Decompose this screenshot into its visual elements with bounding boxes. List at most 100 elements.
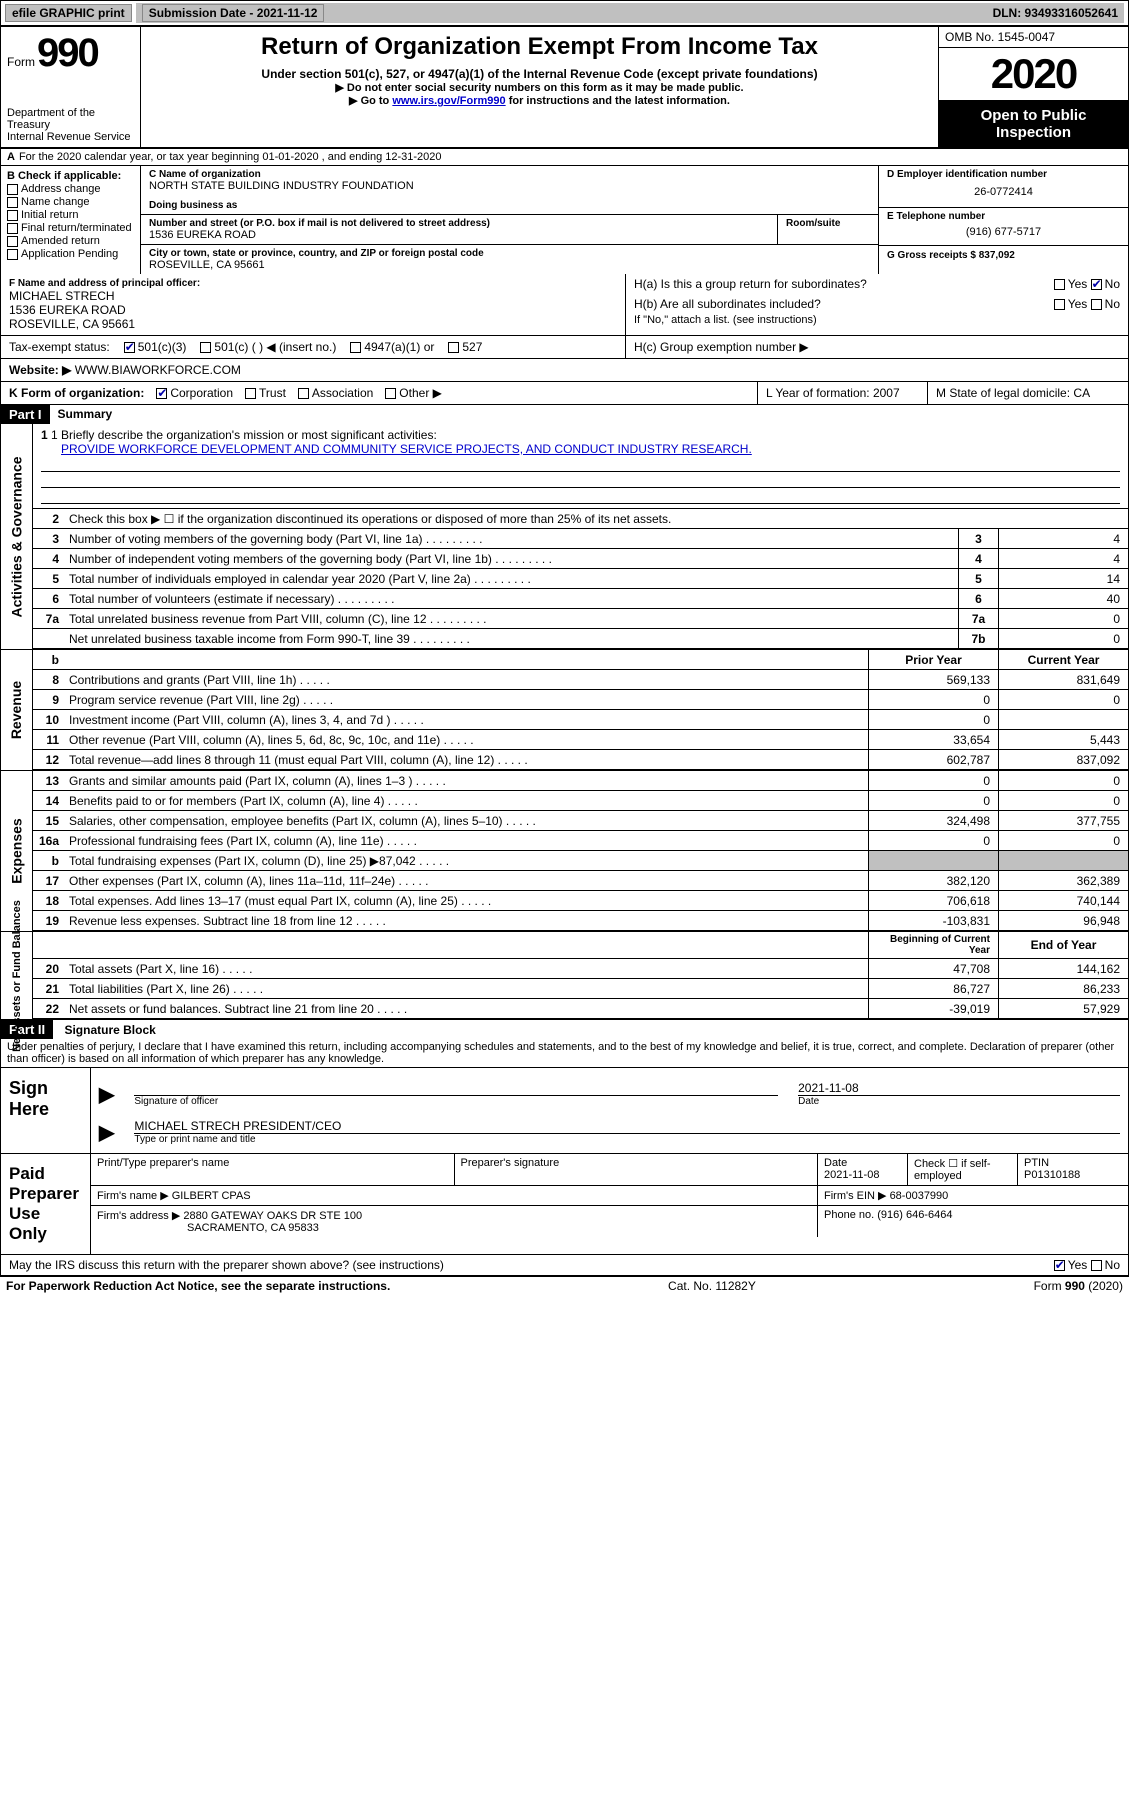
subtitle: Under section 501(c), 527, or 4947(a)(1)… bbox=[149, 67, 930, 81]
header-row: Form 990 Department of the TreasuryInter… bbox=[1, 27, 1128, 149]
block-h: H(a) Is this a group return for subordin… bbox=[626, 274, 1128, 335]
sidebar-netassets: Net Assets or Fund Balances bbox=[1, 932, 33, 1019]
paid-preparer-row: PaidPreparerUse Only Print/Type preparer… bbox=[1, 1154, 1128, 1255]
officer-print-name: MICHAEL STRECH PRESIDENT/CEO bbox=[134, 1119, 1120, 1134]
line-17: 17 Other expenses (Part IX, column (A), … bbox=[33, 871, 1128, 891]
arrow-icon: ▶ bbox=[99, 1082, 114, 1107]
part1-header: Part I Summary bbox=[1, 405, 1128, 424]
sign-here-label: SignHere bbox=[1, 1068, 91, 1153]
dept-text: Department of the TreasuryInternal Reven… bbox=[7, 107, 134, 143]
revenue-section: Revenue b Prior Year Current Year 8 Cont… bbox=[1, 650, 1128, 771]
efile-button[interactable]: efile GRAPHIC print bbox=[5, 4, 132, 22]
cb-pending[interactable]: Application Pending bbox=[7, 248, 134, 260]
line-22: 22 Net assets or fund balances. Subtract… bbox=[33, 999, 1128, 1019]
officer-name: MICHAEL STRECH bbox=[9, 289, 617, 303]
group-exemption: H(c) Group exemption number ▶ bbox=[626, 336, 1128, 358]
tax-exempt: Tax-exempt status: 501(c)(3) 501(c) ( ) … bbox=[1, 336, 626, 358]
discuss-row: May the IRS discuss this return with the… bbox=[1, 1255, 1128, 1276]
cb-final-return[interactable]: Final return/terminated bbox=[7, 222, 134, 234]
sidebar-revenue: Revenue bbox=[1, 650, 33, 770]
line-7a: 7a Total unrelated business revenue from… bbox=[33, 609, 1128, 629]
col-header-row: b Prior Year Current Year bbox=[33, 650, 1128, 670]
sidebar-governance: Activities & Governance bbox=[1, 424, 33, 649]
ein-value: 26-0772414 bbox=[887, 180, 1120, 204]
cb-address-change[interactable]: Address change bbox=[7, 183, 134, 195]
line-9: 9 Program service revenue (Part VIII, li… bbox=[33, 690, 1128, 710]
governance-section: Activities & Governance 1 1 Briefly desc… bbox=[1, 424, 1128, 650]
line-b: b Total fundraising expenses (Part IX, c… bbox=[33, 851, 1128, 871]
line-20: 20 Total assets (Part X, line 16) . . . … bbox=[33, 959, 1128, 979]
line-8: 8 Contributions and grants (Part VIII, l… bbox=[33, 670, 1128, 690]
dln: DLN: 93493316052641 bbox=[993, 6, 1118, 20]
phone-value: (916) 677-5717 bbox=[887, 222, 1120, 242]
topbar: efile GRAPHIC print Submission Date - 20… bbox=[0, 0, 1129, 26]
right-column: D Employer identification number 26-0772… bbox=[878, 166, 1128, 274]
line-: Net unrelated business taxable income fr… bbox=[33, 629, 1128, 649]
section-b: B Check if applicable: Address change Na… bbox=[1, 166, 1128, 274]
cb-amended[interactable]: Amended return bbox=[7, 235, 134, 247]
arrow-icon: ▶ bbox=[99, 1120, 114, 1145]
line-14: 14 Benefits paid to or for members (Part… bbox=[33, 791, 1128, 811]
address-row: Number and street (or P.O. box if mail i… bbox=[141, 215, 878, 245]
block-m: M State of legal domicile: CA bbox=[928, 382, 1128, 404]
submission-row: Submission Date - 2021-11-12 DLN: 934933… bbox=[136, 3, 1124, 23]
form-number: Form 990 bbox=[7, 31, 134, 76]
sign-here-row: SignHere ▶ Signature of officer 2021-11-… bbox=[1, 1068, 1128, 1154]
penalties-text: Under penalties of perjury, I declare th… bbox=[1, 1039, 1128, 1068]
checkbox-list: Address change Name change Initial retur… bbox=[7, 183, 134, 260]
website-url: WWW.BIAWORKFORCE.COM bbox=[75, 363, 241, 377]
year-box: 2020 bbox=[939, 48, 1128, 101]
netassets-section: Net Assets or Fund Balances Beginning of… bbox=[1, 932, 1128, 1020]
line-13: 13 Grants and similar amounts paid (Part… bbox=[33, 771, 1128, 791]
phone-box: E Telephone number (916) 677-5717 bbox=[879, 208, 1128, 246]
cb-name-change[interactable]: Name change bbox=[7, 196, 134, 208]
header-right: OMB No. 1545-0047 2020 Open to PublicIns… bbox=[938, 27, 1128, 147]
line-16a: 16a Professional fundraising fees (Part … bbox=[33, 831, 1128, 851]
line-11: 11 Other revenue (Part VIII, column (A),… bbox=[33, 730, 1128, 750]
line-18: 18 Total expenses. Add lines 13–17 (must… bbox=[33, 891, 1128, 911]
footer: For Paperwork Reduction Act Notice, see … bbox=[0, 1277, 1129, 1295]
block-b: B Check if applicable: Address change Na… bbox=[1, 166, 141, 274]
instruction-2: ▶ Go to www.irs.gov/Form990 for instruct… bbox=[149, 94, 930, 107]
form-container: Form 990 Department of the TreasuryInter… bbox=[0, 26, 1129, 1277]
line-21: 21 Total liabilities (Part X, line 26) .… bbox=[33, 979, 1128, 999]
city-state-zip: ROSEVILLE, CA 95661 bbox=[149, 259, 870, 271]
city-box: City or town, state or province, country… bbox=[141, 245, 878, 274]
header-left: Form 990 Department of the TreasuryInter… bbox=[1, 27, 141, 147]
line-12: 12 Total revenue—add lines 8 through 11 … bbox=[33, 750, 1128, 770]
block-l: L Year of formation: 2007 bbox=[758, 382, 928, 404]
block-k: K Form of organization: Corporation Trus… bbox=[1, 382, 758, 404]
period-row: AFor the 2020 calendar year, or tax year… bbox=[1, 149, 1128, 166]
line-5: 5 Total number of individuals employed i… bbox=[33, 569, 1128, 589]
omb-number: OMB No. 1545-0047 bbox=[939, 27, 1128, 48]
website-row: Website: ▶ WWW.BIAWORKFORCE.COM bbox=[1, 359, 1128, 382]
k-l-m-row: K Form of organization: Corporation Trus… bbox=[1, 382, 1128, 405]
block-f: F Name and address of principal officer:… bbox=[1, 274, 626, 335]
street-address: 1536 EUREKA ROAD bbox=[149, 229, 769, 241]
header-mid: Return of Organization Exempt From Incom… bbox=[141, 27, 938, 147]
gross-receipts: G Gross receipts $ 837,092 bbox=[879, 246, 1128, 264]
irs-link[interactable]: www.irs.gov/Form990 bbox=[392, 95, 505, 107]
line-3: 3 Number of voting members of the govern… bbox=[33, 529, 1128, 549]
ein-box: D Employer identification number 26-0772… bbox=[879, 166, 1128, 208]
instruction-1: ▶ Do not enter social security numbers o… bbox=[149, 81, 930, 94]
col-header-row-2: Beginning of Current Year End of Year bbox=[33, 932, 1128, 959]
tax-exempt-row: Tax-exempt status: 501(c)(3) 501(c) ( ) … bbox=[1, 336, 1128, 359]
open-inspection: Open to PublicInspection bbox=[939, 101, 1128, 147]
line-6: 6 Total number of volunteers (estimate i… bbox=[33, 589, 1128, 609]
form-title: Return of Organization Exempt From Incom… bbox=[149, 33, 930, 61]
paid-preparer-label: PaidPreparerUse Only bbox=[1, 1154, 91, 1254]
org-name-box: C Name of organization NORTH STATE BUILD… bbox=[141, 166, 878, 215]
block-c: C Name of organization NORTH STATE BUILD… bbox=[141, 166, 878, 274]
cb-initial-return[interactable]: Initial return bbox=[7, 209, 134, 221]
line-19: 19 Revenue less expenses. Subtract line … bbox=[33, 911, 1128, 931]
submission-date: Submission Date - 2021-11-12 bbox=[142, 4, 325, 22]
line-15: 15 Salaries, other compensation, employe… bbox=[33, 811, 1128, 831]
line-10: 10 Investment income (Part VIII, column … bbox=[33, 710, 1128, 730]
expenses-section: Expenses 13 Grants and similar amounts p… bbox=[1, 771, 1128, 932]
line-4: 4 Number of independent voting members o… bbox=[33, 549, 1128, 569]
org-name: NORTH STATE BUILDING INDUSTRY FOUNDATION bbox=[149, 180, 870, 192]
part2-header: Part II Signature Block bbox=[1, 1020, 1128, 1039]
mission-box: 1 1 Briefly describe the organization's … bbox=[33, 424, 1128, 509]
f-h-row: F Name and address of principal officer:… bbox=[1, 274, 1128, 336]
